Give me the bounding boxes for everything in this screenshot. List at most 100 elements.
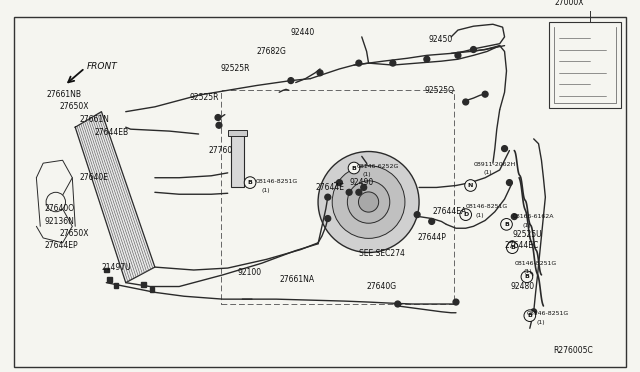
Text: 08911-2062H: 08911-2062H (474, 161, 516, 167)
Text: 08146-8251G: 08146-8251G (515, 261, 557, 266)
Text: 27640O: 27640O (44, 204, 74, 213)
Text: 27650X: 27650X (60, 229, 89, 238)
Text: N: N (468, 183, 473, 188)
Text: 27644EB: 27644EB (95, 128, 129, 137)
Circle shape (429, 218, 435, 224)
Circle shape (358, 192, 379, 212)
Text: 27644EA: 27644EA (433, 207, 467, 216)
Text: D: D (463, 212, 468, 217)
Text: 92440: 92440 (291, 28, 315, 36)
Circle shape (506, 180, 513, 186)
Text: 08146-8251G: 08146-8251G (466, 204, 508, 209)
Text: 27644EC: 27644EC (504, 241, 539, 250)
Text: 92450: 92450 (429, 35, 453, 44)
Circle shape (506, 242, 518, 253)
Bar (228, 130, 247, 136)
Text: 92525Q: 92525Q (425, 86, 455, 95)
Text: B: B (504, 222, 509, 227)
Text: 92525R: 92525R (190, 93, 220, 102)
Text: 27644P: 27644P (417, 234, 446, 243)
Text: 92100: 92100 (237, 269, 262, 278)
Circle shape (470, 46, 476, 52)
Text: 27661N: 27661N (79, 115, 109, 124)
Circle shape (460, 209, 472, 221)
Text: (1): (1) (262, 188, 270, 193)
Bar (141, 282, 146, 287)
Circle shape (361, 185, 367, 190)
Circle shape (527, 272, 532, 278)
Bar (549, 22, 621, 108)
Text: 27682G: 27682G (257, 47, 287, 56)
Circle shape (390, 60, 396, 66)
Text: SEE SEC274: SEE SEC274 (359, 249, 404, 258)
Bar (150, 287, 154, 292)
Text: 27644E: 27644E (315, 183, 344, 192)
Text: 92525R: 92525R (221, 64, 250, 73)
Bar (230, 134, 244, 187)
Circle shape (332, 166, 405, 238)
Circle shape (325, 194, 331, 200)
Bar (113, 283, 118, 288)
Circle shape (216, 122, 222, 128)
Text: 27644EP: 27644EP (44, 241, 78, 250)
Text: 27650X: 27650X (60, 102, 89, 111)
Text: 27000X: 27000X (554, 0, 584, 7)
Text: 27640E: 27640E (79, 173, 108, 182)
Text: 08146-6252G: 08146-6252G (357, 164, 399, 169)
Circle shape (502, 146, 508, 151)
Circle shape (348, 162, 360, 174)
Bar (107, 277, 111, 282)
Text: 27661NA: 27661NA (279, 275, 314, 284)
Circle shape (346, 189, 352, 195)
Text: 21497U: 21497U (102, 263, 131, 272)
Circle shape (453, 299, 459, 305)
Text: (1): (1) (363, 172, 371, 177)
Circle shape (348, 181, 390, 223)
Text: (1): (1) (476, 213, 484, 218)
Circle shape (463, 99, 468, 105)
Circle shape (325, 216, 331, 221)
Bar (104, 267, 109, 272)
Text: (1): (1) (483, 170, 492, 175)
Circle shape (337, 180, 342, 186)
Text: FRONT: FRONT (87, 61, 118, 71)
Circle shape (424, 56, 430, 62)
Text: 92480: 92480 (510, 282, 534, 291)
Polygon shape (76, 112, 155, 283)
Circle shape (531, 309, 536, 315)
Text: (1): (1) (522, 223, 531, 228)
Text: 92490: 92490 (349, 178, 373, 187)
Circle shape (482, 91, 488, 97)
Text: B: B (527, 313, 532, 318)
Circle shape (524, 310, 536, 321)
Circle shape (356, 189, 362, 195)
Circle shape (509, 241, 515, 247)
Circle shape (521, 271, 532, 283)
Circle shape (318, 151, 419, 253)
Text: 27661NB: 27661NB (46, 90, 81, 99)
Text: (1): (1) (524, 269, 532, 275)
Circle shape (244, 177, 256, 188)
Circle shape (317, 70, 323, 76)
Text: B: B (248, 180, 253, 185)
Circle shape (511, 214, 517, 219)
Text: B: B (510, 245, 515, 250)
Text: 92136N: 92136N (44, 217, 74, 226)
Text: 27640G: 27640G (367, 282, 397, 291)
Text: B: B (351, 166, 356, 170)
Circle shape (414, 212, 420, 218)
Text: B: B (524, 274, 529, 279)
Circle shape (465, 180, 476, 191)
Circle shape (395, 301, 401, 307)
Circle shape (288, 78, 294, 83)
Circle shape (215, 115, 221, 121)
Text: 08146-8251G: 08146-8251G (256, 179, 298, 184)
Text: (1): (1) (536, 320, 545, 325)
Circle shape (46, 192, 65, 212)
Bar (221, 90, 454, 304)
Text: 08146-8251G: 08146-8251G (527, 311, 569, 316)
Text: 92525U: 92525U (513, 230, 542, 238)
Circle shape (356, 60, 362, 66)
Circle shape (500, 218, 513, 230)
Circle shape (455, 52, 461, 58)
